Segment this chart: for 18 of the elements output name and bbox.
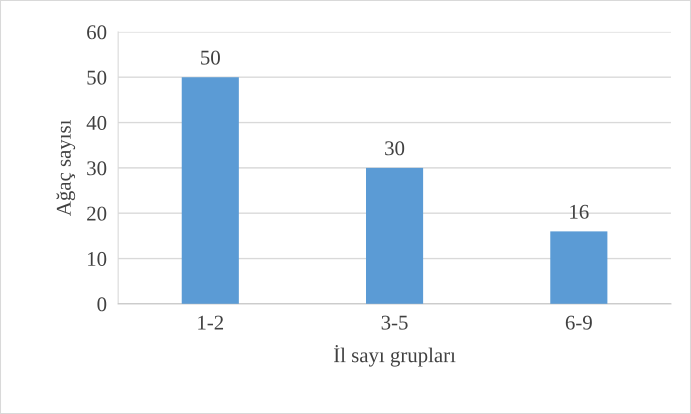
data-label: 30 — [385, 141, 404, 156]
y-tick-label: 40 — [86, 116, 106, 130]
y-tick-label: 60 — [87, 25, 106, 40]
y-tick-label: 10 — [88, 252, 106, 266]
data-label: 50 — [201, 50, 220, 65]
data-label: 16 — [570, 204, 589, 219]
x-tick-label: 6-9 — [566, 316, 592, 330]
y-tick-label: 0 — [97, 297, 106, 312]
y-axis-title: Ağaç sayısı — [56, 120, 76, 216]
y-tick-label: 30 — [87, 161, 106, 176]
bar — [550, 231, 608, 304]
x-tick-label: 3-5 — [382, 316, 408, 330]
bar — [182, 77, 239, 304]
x-axis-title: İl sayı grupları — [334, 344, 456, 367]
x-tick-label: 1-2 — [198, 316, 224, 330]
bar — [366, 168, 424, 304]
y-tick-label: 20 — [87, 206, 106, 221]
y-tick-label: 50 — [87, 70, 106, 85]
